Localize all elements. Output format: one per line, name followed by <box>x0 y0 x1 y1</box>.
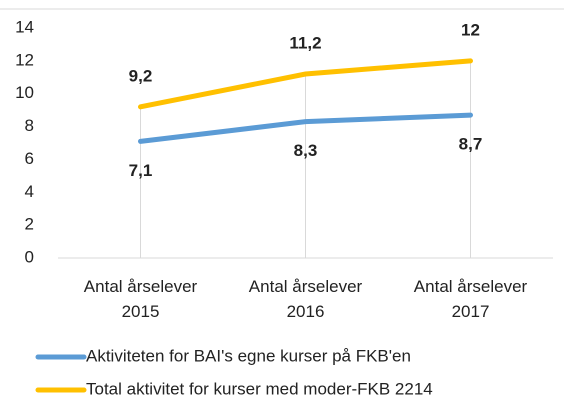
y-tick-label: 14 <box>15 17 34 36</box>
data-label: 8,3 <box>294 141 318 160</box>
x-tick-label: Antal årselever 2016 <box>248 277 363 321</box>
legend-label: Total aktivitet for kurser med moder-FKB… <box>86 379 433 398</box>
data-label: 8,7 <box>459 135 483 154</box>
data-label: 12 <box>461 20 480 39</box>
y-tick-label: 6 <box>25 149 34 168</box>
series-line <box>138 58 473 110</box>
data-label: 11,2 <box>289 33 321 52</box>
y-tick-label: 0 <box>25 247 34 266</box>
y-tick-label: 8 <box>25 116 34 135</box>
data-label: 7,1 <box>129 161 153 180</box>
x-tick-label: Antal årselever 2017 <box>413 277 528 321</box>
data-label: 9,2 <box>129 66 153 85</box>
y-tick-label: 2 <box>25 215 34 234</box>
x-tick-label: Antal årselever 2015 <box>83 277 198 321</box>
series-line <box>138 112 473 144</box>
y-tick-label: 10 <box>15 83 34 102</box>
y-tick-label: 12 <box>15 50 34 69</box>
legend-label: Aktiviteten for BAI's egne kurser på FKB… <box>86 346 411 365</box>
y-tick-label: 4 <box>25 182 34 201</box>
